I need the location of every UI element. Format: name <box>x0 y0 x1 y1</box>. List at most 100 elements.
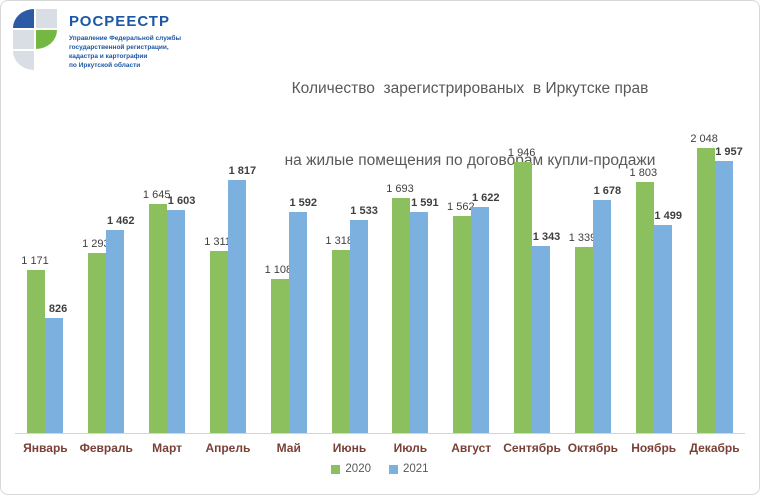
bar-group: 1 318 1 533 Июнь <box>319 141 380 455</box>
legend-item-2020: 2020 <box>331 463 371 475</box>
bar-2021: 1 343 <box>532 231 560 433</box>
value-label-2020: 2 048 <box>690 133 718 145</box>
logo-org: Управление Федеральной службы государств… <box>69 34 181 70</box>
value-label-2021: 826 <box>48 303 68 315</box>
logo-brand: РОСРЕЕСТР <box>69 13 170 30</box>
bar-pair: 1 293 1 462 <box>75 141 137 434</box>
bar-2021: 1 533 <box>349 205 378 433</box>
chart-title-line2: на жилые помещения по договорам купли-пр… <box>284 152 656 170</box>
month-label: Сентябрь <box>503 441 561 455</box>
logo-org-line: кадастра и картографии <box>69 53 148 61</box>
chart-title: Количество зарегистрированых в Иркутске … <box>221 29 719 221</box>
bar-group: 1 693 1 591 Июль <box>379 141 441 455</box>
value-label-2020: 1 311 <box>204 236 231 248</box>
value-label-2020: 1 645 <box>142 189 171 201</box>
bar-pair: 1 108 1 592 <box>258 141 320 434</box>
bar-2020: 1 562 <box>447 201 475 433</box>
logo-tile-green <box>36 30 57 49</box>
bar-2021: 1 603 <box>167 195 195 433</box>
logo-tile-empty <box>36 51 57 70</box>
legend-item-2021: 2021 <box>389 463 429 475</box>
month-label: Январь <box>23 441 68 455</box>
bar-2020: 1 318 <box>325 235 353 433</box>
bar-2020: 1 645 <box>143 189 170 433</box>
month-label: Декабрь <box>689 441 740 455</box>
bar-2020: 1 171 <box>21 255 49 433</box>
logo-tile-gray <box>36 9 57 28</box>
bar-2021: 1 592 <box>288 197 317 433</box>
bar-group: 1 946 1 343 Сентябрь <box>501 141 563 455</box>
bar-group: 1 293 1 462 Февраль <box>75 141 137 455</box>
value-label-2021: 1 592 <box>289 197 317 209</box>
value-label-2020: 1 803 <box>629 167 658 179</box>
bar-pair: 1 803 1 499 <box>623 141 685 434</box>
value-label-2020: 1 339 <box>568 232 597 244</box>
legend-swatch-2020 <box>331 464 341 474</box>
bar-2021: 1 678 <box>592 185 621 433</box>
bar-2021: 1 499 <box>653 210 682 433</box>
bar-pair: 1 311 1 817 <box>197 141 259 434</box>
month-label: Ноябрь <box>631 441 677 455</box>
bar-pair: 1 946 1 343 <box>501 141 563 434</box>
logo-text: РОСРЕЕСТР Управление Федеральной службы … <box>69 9 181 71</box>
value-label-2021: 1 533 <box>350 205 378 217</box>
month-label: Август <box>451 441 492 455</box>
value-label-2021: 1 499 <box>654 210 682 222</box>
logo-tile-gray <box>13 30 34 49</box>
logo-org-line: государственной регистрации, <box>69 44 169 52</box>
bar-group: 1 339 1 678 Октябрь <box>562 141 624 455</box>
value-label-2020: 1 562 <box>447 201 475 213</box>
value-label-2021: 1 462 <box>106 215 135 227</box>
bar-group: 1 562 1 622 Август <box>440 141 502 455</box>
bar-group: 1 311 1 817 Апрель <box>197 141 259 455</box>
bar-2021: 1 957 <box>714 146 743 433</box>
value-label-2020: 1 108 <box>264 264 293 276</box>
rosreestr-logo-icon <box>13 9 59 71</box>
month-label: Октябрь <box>567 441 619 455</box>
value-label-2021: 1 957 <box>715 146 743 158</box>
bar-2020: 1 803 <box>630 167 657 433</box>
bar-2020: 1 311 <box>204 236 231 433</box>
bar-2021: 826 <box>45 303 67 433</box>
bar-pair: 1 339 1 678 <box>562 141 624 434</box>
logo-org-line: Управление Федеральной службы <box>69 35 182 42</box>
bar-2021: 1 462 <box>106 215 135 433</box>
bar-pair: 1 318 1 533 <box>319 141 380 434</box>
bar-2021: 1 817 <box>227 165 256 433</box>
logo-org-line: по Иркутской области <box>69 62 141 70</box>
value-label-2021: 1 622 <box>471 192 500 204</box>
value-label-2020: 1 171 <box>21 255 49 267</box>
bar-2021: 1 622 <box>471 192 499 433</box>
bar-2021: 1 591 <box>410 197 439 433</box>
bar-pair: 1 562 1 622 <box>440 141 502 434</box>
bar-pair: 2 048 1 957 <box>684 133 745 434</box>
value-label-2021: 1 678 <box>593 185 622 197</box>
chart-title-line1: Количество зарегистрированых в Иркутске … <box>291 80 649 98</box>
rosreestr-logo: РОСРЕЕСТР Управление Федеральной службы … <box>13 9 181 71</box>
month-label: Июнь <box>332 441 367 455</box>
month-label: Июль <box>393 441 428 455</box>
value-label-2021: 1 603 <box>167 195 196 207</box>
value-label-2020: 1 318 <box>325 235 353 247</box>
legend-label-2020: 2020 <box>345 463 371 475</box>
chart-legend: 2020 2021 <box>1 463 759 475</box>
bar-group: 1 108 1 592 Май <box>258 141 320 455</box>
bar-group: 2 048 1 957 Декабрь <box>684 133 745 455</box>
bar-2020: 1 339 <box>569 232 596 433</box>
bar-group: 1 803 1 499 Ноябрь <box>623 141 685 455</box>
logo-tile-gray <box>13 51 34 70</box>
logo-tile-blue <box>13 9 34 28</box>
legend-label-2021: 2021 <box>403 463 429 475</box>
value-label-2021: 1 817 <box>228 165 257 177</box>
value-label-2021: 1 343 <box>532 231 561 243</box>
legend-swatch-2021 <box>389 464 398 474</box>
value-label-2020: 1 693 <box>386 183 414 195</box>
bar-chart-plot: 1 171 826 Январь 1 293 1 462 Февраль 1 645 1 60… <box>15 133 745 455</box>
month-label: Март <box>152 441 182 455</box>
bar-pair: 1 645 1 603 <box>136 141 198 434</box>
value-label-2020: 1 293 <box>82 238 110 250</box>
value-label-2020: 1 946 <box>507 147 536 159</box>
bar-pair: 1 171 826 <box>15 141 76 434</box>
bar-group: 1 645 1 603 Март <box>136 141 198 455</box>
